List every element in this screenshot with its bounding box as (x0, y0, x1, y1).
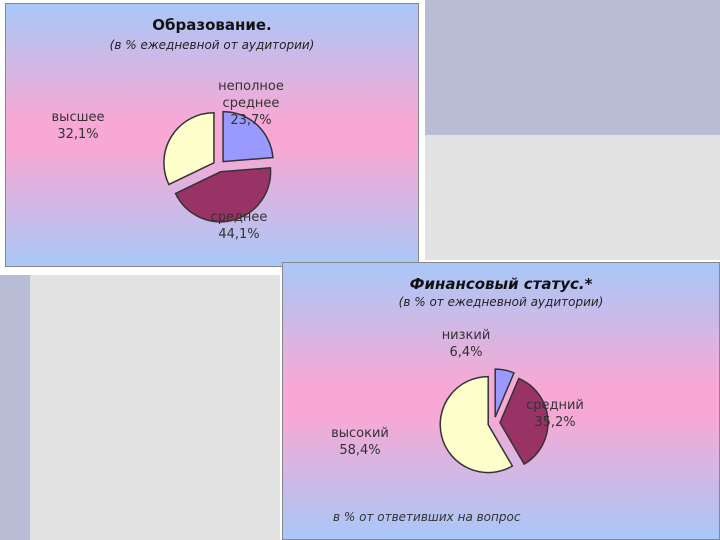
pie-slice (494, 368, 515, 418)
pie (163, 110, 274, 223)
label-text: 35,2% (534, 415, 576, 430)
slice-label: среднее 44,1% (194, 209, 284, 243)
label-text: 58,4% (339, 443, 381, 458)
label-text: средний (526, 398, 584, 413)
pie (439, 368, 549, 474)
deco-block (30, 275, 280, 540)
label-text: высшее (51, 110, 105, 125)
deco-block (425, 0, 720, 135)
chart-subtitle: (в % от ежедневной аудитории) (398, 295, 604, 309)
label-text: 23,7% (230, 113, 272, 128)
slice-label: высокий 58,4% (315, 425, 405, 459)
pie-slice (163, 112, 215, 186)
label-text: неполное среднее (218, 79, 284, 111)
chart-subtitle: (в % ежедневной от аудитории) (109, 38, 315, 52)
slice-label: низкий 6,4% (421, 327, 511, 361)
label-text: низкий (441, 328, 491, 343)
chart-panel: Образование. (в % ежедневной от аудитори… (5, 3, 419, 267)
slice-label: средний 35,2% (510, 397, 600, 431)
label-text: 44,1% (218, 227, 260, 242)
chart-title: Финансовый статус.* (409, 275, 593, 293)
slice-label: высшее 32,1% (33, 109, 123, 143)
label-text: 32,1% (57, 127, 99, 142)
pie-slice (174, 166, 272, 223)
label-text: высокий (331, 426, 389, 441)
slice-label: неполное среднее 23,7% (206, 78, 296, 129)
pie-slice (439, 375, 514, 474)
chart-panel: Финансовый статус.* (в % от ежедневной а… (282, 262, 720, 540)
deco-block (425, 135, 720, 260)
footnote: в % от ответивших на вопрос (333, 510, 521, 524)
pie-slice (222, 110, 274, 163)
chart-title: Образование. (152, 16, 272, 34)
deco-block (0, 275, 30, 540)
label-text: 6,4% (449, 345, 483, 360)
label-text: среднее (210, 210, 268, 225)
pie-slice (499, 377, 549, 466)
